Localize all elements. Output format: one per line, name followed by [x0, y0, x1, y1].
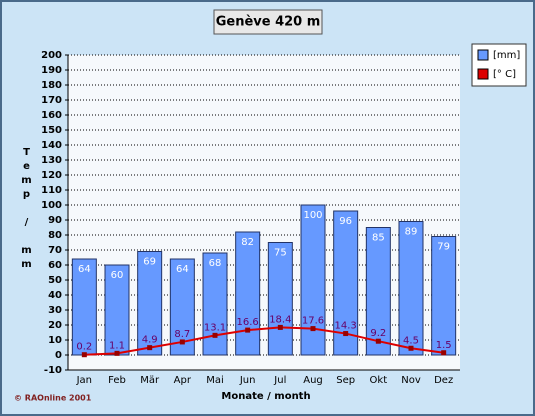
marker: [408, 345, 414, 351]
x-axis-title: Monate / month: [221, 391, 310, 402]
y-tick-label: -10: [44, 365, 62, 376]
x-tick-label: Okt: [370, 375, 388, 386]
data-label: 96: [339, 216, 352, 227]
marker: [310, 326, 316, 332]
bar: [202, 252, 228, 356]
y-tick-label: 70: [48, 245, 62, 256]
data-label: 9.2: [370, 328, 386, 339]
marker: [375, 338, 381, 344]
data-label: 82: [241, 237, 254, 248]
y-tick-label: 130: [41, 155, 62, 166]
y-tick-label: 0: [55, 350, 62, 361]
data-label: 4.9: [142, 335, 158, 346]
x-tick-label: Mai: [206, 375, 224, 386]
y-tick-label: 100: [41, 200, 62, 211]
x-tick-label: Feb: [108, 375, 126, 386]
data-label: 69: [143, 257, 156, 268]
y-tick-label: 140: [41, 140, 62, 151]
bar: [398, 221, 424, 356]
data-label: 16.6: [237, 317, 259, 328]
x-tick-label: Sep: [336, 375, 355, 386]
data-label: 68: [209, 258, 222, 269]
x-tick-label: Nov: [401, 375, 421, 386]
bar: [300, 204, 326, 356]
bar: [365, 227, 391, 356]
data-label: 8.7: [174, 329, 190, 340]
line: [84, 326, 444, 356]
y-tick-label: 120: [41, 170, 62, 181]
marker: [212, 332, 218, 338]
data-label: 1.1: [109, 340, 125, 351]
y-tick-label: 80: [48, 230, 62, 241]
data-label: 14.3: [335, 321, 357, 332]
y-tick-label: 110: [41, 185, 62, 196]
legend-swatch: [477, 68, 489, 80]
marker: [245, 327, 251, 333]
y-axis-title: Temp / mm: [21, 147, 32, 273]
data-label: 18.4: [269, 314, 291, 325]
data-label: 89: [405, 227, 418, 238]
bar: [71, 258, 97, 356]
y-tick-label: 20: [48, 320, 62, 331]
marker: [277, 324, 283, 330]
chart-title: Genève 420 m: [216, 15, 321, 30]
y-tick-label: 150: [41, 125, 62, 136]
legend-swatch: [477, 49, 489, 61]
bar: [333, 210, 359, 356]
y-tick-label: 160: [41, 110, 62, 121]
data-label: 13.1: [204, 322, 226, 333]
x-tick-label: Apr: [174, 375, 192, 386]
y-tick-label: 200: [41, 50, 62, 61]
y-tick-label: 30: [48, 305, 62, 316]
legend-label: [° C]: [493, 69, 516, 80]
data-label: 85: [372, 233, 385, 244]
data-label: 17.6: [302, 316, 324, 327]
marker: [179, 339, 185, 345]
bar: [169, 258, 195, 356]
y-tick-label: 60: [48, 260, 62, 271]
x-tick-label: Jun: [239, 375, 256, 386]
data-label: 75: [274, 248, 287, 259]
x-tick-label: Dez: [434, 375, 453, 386]
data-label: 100: [303, 210, 322, 221]
bar: [104, 264, 130, 356]
data-label: 1.5: [436, 340, 452, 351]
y-tick-label: 50: [48, 275, 62, 286]
bar: [267, 242, 293, 356]
x-tick-label: Mär: [140, 375, 160, 386]
data-label: 64: [78, 264, 91, 275]
marker: [81, 352, 87, 358]
plot-area: [68, 55, 460, 370]
bar: [431, 236, 457, 356]
y-tick-label: 170: [41, 95, 62, 106]
bar: [137, 251, 163, 356]
source: © RAOnline 2001: [14, 394, 92, 403]
data-label: 64: [176, 264, 189, 275]
legend-label: [mm]: [493, 50, 520, 61]
y-tick-label: 190: [41, 65, 62, 76]
marker: [441, 350, 447, 356]
y-tick-label: 10: [48, 335, 62, 346]
data-label: 4.5: [403, 335, 419, 346]
title-box: [213, 9, 323, 35]
data-label: 60: [111, 270, 124, 281]
data-label: 0.2: [76, 342, 92, 353]
x-tick-label: Jul: [273, 375, 286, 386]
x-tick-label: Aug: [303, 375, 323, 386]
marker: [114, 350, 120, 356]
marker: [343, 331, 349, 337]
marker: [147, 345, 153, 351]
y-tick-label: 90: [48, 215, 62, 226]
y-tick-label: 40: [48, 290, 62, 301]
bar: [235, 231, 261, 356]
x-tick-label: Jan: [76, 375, 92, 386]
data-label: 79: [437, 242, 450, 253]
y-tick-label: 180: [41, 80, 62, 91]
